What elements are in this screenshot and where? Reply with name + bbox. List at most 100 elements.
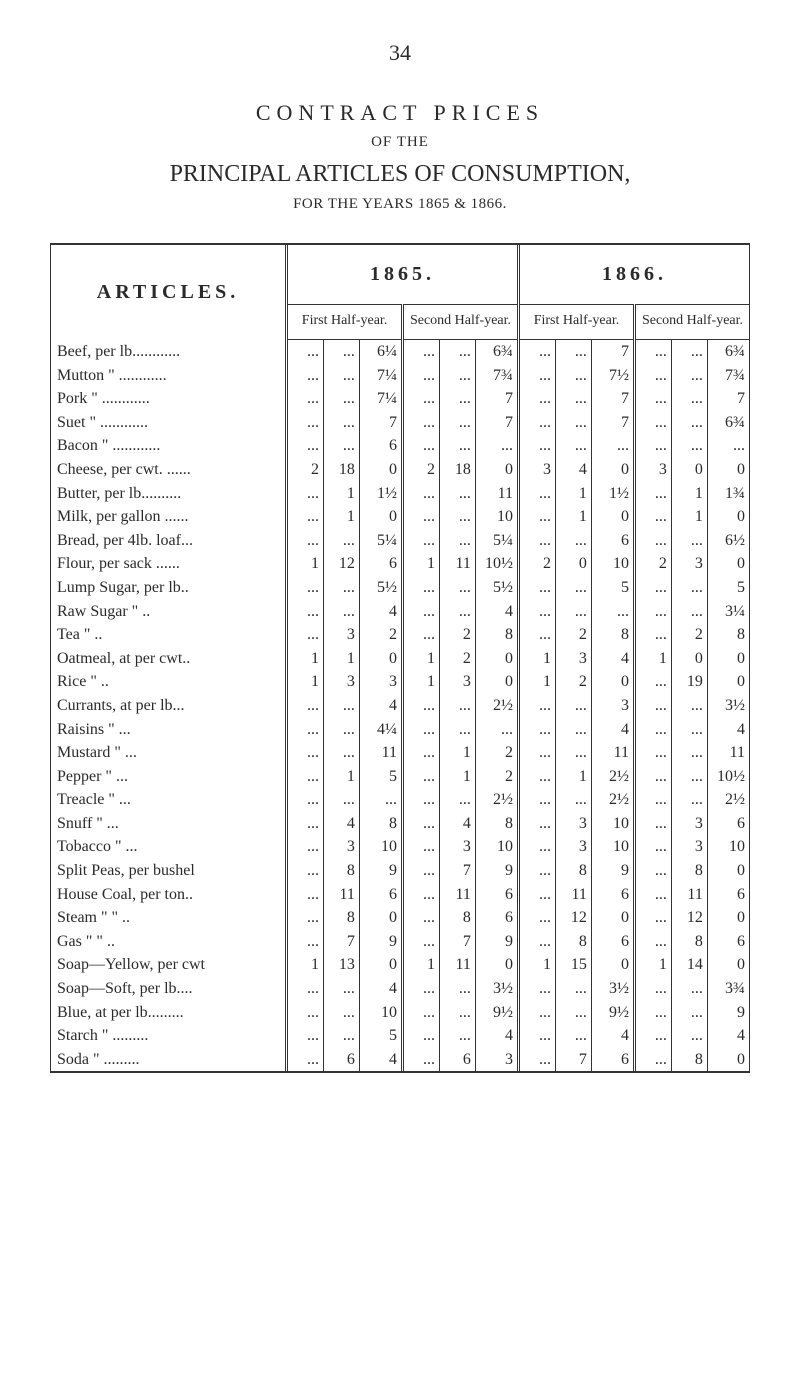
price-cell: ... bbox=[324, 694, 360, 718]
price-cell: 4 bbox=[475, 1024, 518, 1048]
price-cell: ... bbox=[555, 529, 591, 553]
price-cell: 1 bbox=[555, 765, 591, 789]
price-cell: ... bbox=[519, 505, 556, 529]
price-cell: ... bbox=[439, 505, 475, 529]
price-cell: 8 bbox=[324, 859, 360, 883]
price-cell: ... bbox=[439, 434, 475, 458]
price-cell: ... bbox=[555, 977, 591, 1001]
price-cell: ... bbox=[519, 364, 556, 388]
price-cell: 0 bbox=[707, 505, 749, 529]
price-cell: 3 bbox=[634, 458, 671, 482]
price-cell: ... bbox=[634, 930, 671, 954]
price-cell: 7¾ bbox=[475, 364, 518, 388]
price-cell: 0 bbox=[359, 458, 402, 482]
price-cell: 0 bbox=[707, 953, 749, 977]
article-label: Soap—Yellow, per cwt bbox=[51, 953, 287, 977]
price-cell: ... bbox=[519, 812, 556, 836]
table-row: Soap—Soft, per lb..........4......3½....… bbox=[51, 977, 749, 1001]
price-cell: ... bbox=[475, 434, 518, 458]
article-label: Bread, per 4lb. loaf... bbox=[51, 529, 287, 553]
table-row: Snuff " ......48...48...310...36 bbox=[51, 812, 749, 836]
article-label: Beef, per lb............ bbox=[51, 340, 287, 364]
price-cell: 4 bbox=[707, 1024, 749, 1048]
article-label: Rice " .. bbox=[51, 670, 287, 694]
price-cell: 10 bbox=[359, 835, 402, 859]
price-cell: 8 bbox=[475, 623, 518, 647]
price-cell: 6¼ bbox=[359, 340, 402, 364]
price-cell: 11 bbox=[359, 741, 402, 765]
price-cell: ... bbox=[519, 741, 556, 765]
table-row: Mustard " .........11...12......11......… bbox=[51, 741, 749, 765]
price-cell: ... bbox=[519, 835, 556, 859]
price-cell: 1¾ bbox=[707, 482, 749, 506]
price-cell: ... bbox=[439, 576, 475, 600]
price-cell: 11 bbox=[439, 552, 475, 576]
price-cell: 0 bbox=[591, 953, 634, 977]
price-cell: 12 bbox=[324, 552, 360, 576]
price-cell: ... bbox=[519, 906, 556, 930]
price-cell: ... bbox=[287, 812, 324, 836]
price-cell: ... bbox=[555, 600, 591, 624]
price-cell: ... bbox=[287, 600, 324, 624]
price-cell: 15 bbox=[555, 953, 591, 977]
price-cell: ... bbox=[519, 1048, 556, 1072]
price-cell: 1 bbox=[634, 953, 671, 977]
price-cell: 3 bbox=[324, 670, 360, 694]
table-row: Currants, at per lb.........4......2½...… bbox=[51, 694, 749, 718]
table-row: Gas " " .....79...79...86...86 bbox=[51, 930, 749, 954]
price-cell: ... bbox=[519, 718, 556, 742]
price-cell: ... bbox=[287, 340, 324, 364]
table-row: Bread, per 4lb. loaf.........5¼......5¼.… bbox=[51, 529, 749, 553]
price-cell: 8 bbox=[475, 812, 518, 836]
price-cell: 7 bbox=[707, 387, 749, 411]
price-cell: ... bbox=[555, 434, 591, 458]
price-cell: ... bbox=[634, 741, 671, 765]
article-label: Mustard " ... bbox=[51, 741, 287, 765]
price-cell: ... bbox=[324, 788, 360, 812]
price-cell: 1 bbox=[403, 647, 440, 671]
article-label: Treacle " ... bbox=[51, 788, 287, 812]
price-cell: ... bbox=[287, 694, 324, 718]
price-cell: 7 bbox=[324, 930, 360, 954]
year-header-row: ARTICLES. 1865. 1866. bbox=[51, 245, 749, 305]
price-cell: ... bbox=[324, 1024, 360, 1048]
price-cell: ... bbox=[671, 1001, 707, 1025]
price-cell: 11 bbox=[707, 741, 749, 765]
price-cell: 2 bbox=[634, 552, 671, 576]
price-cell: ... bbox=[287, 623, 324, 647]
price-cell: ... bbox=[519, 977, 556, 1001]
table-row: Flour, per sack ......112611110½2010230 bbox=[51, 552, 749, 576]
price-cell: ... bbox=[555, 694, 591, 718]
article-label: Starch " ......... bbox=[51, 1024, 287, 1048]
price-cell: 6 bbox=[591, 883, 634, 907]
price-cell: ... bbox=[439, 694, 475, 718]
price-cell: ... bbox=[403, 576, 440, 600]
price-cell: 13 bbox=[324, 953, 360, 977]
price-cell: ... bbox=[634, 387, 671, 411]
price-cell: 1 bbox=[287, 670, 324, 694]
price-cell: ... bbox=[439, 1001, 475, 1025]
price-cell: 1 bbox=[519, 647, 556, 671]
price-cell: 0 bbox=[475, 647, 518, 671]
price-table: ARTICLES. 1865. 1866. First Half-year. S… bbox=[51, 245, 749, 1071]
table-row: Blue, at per lb...............10......9½… bbox=[51, 1001, 749, 1025]
article-label: Mutton " ............ bbox=[51, 364, 287, 388]
price-cell: ... bbox=[519, 411, 556, 435]
price-cell: ... bbox=[555, 741, 591, 765]
price-cell: 7 bbox=[475, 387, 518, 411]
table-row: Pork " ..................7¼......7......… bbox=[51, 387, 749, 411]
price-cell: 11 bbox=[591, 741, 634, 765]
price-cell: ... bbox=[324, 977, 360, 1001]
price-table-body: Beef, per lb..................6¼......6¾… bbox=[51, 340, 749, 1072]
price-cell: 3 bbox=[324, 623, 360, 647]
price-cell: 12 bbox=[671, 906, 707, 930]
price-cell: ... bbox=[403, 788, 440, 812]
price-cell: 0 bbox=[591, 906, 634, 930]
price-cell: 19 bbox=[671, 670, 707, 694]
price-cell: 0 bbox=[591, 505, 634, 529]
price-cell: ... bbox=[475, 718, 518, 742]
article-label: Snuff " ... bbox=[51, 812, 287, 836]
table-row: Treacle " ..................2½......2½..… bbox=[51, 788, 749, 812]
price-cell: 3½ bbox=[707, 694, 749, 718]
price-cell: ... bbox=[287, 883, 324, 907]
